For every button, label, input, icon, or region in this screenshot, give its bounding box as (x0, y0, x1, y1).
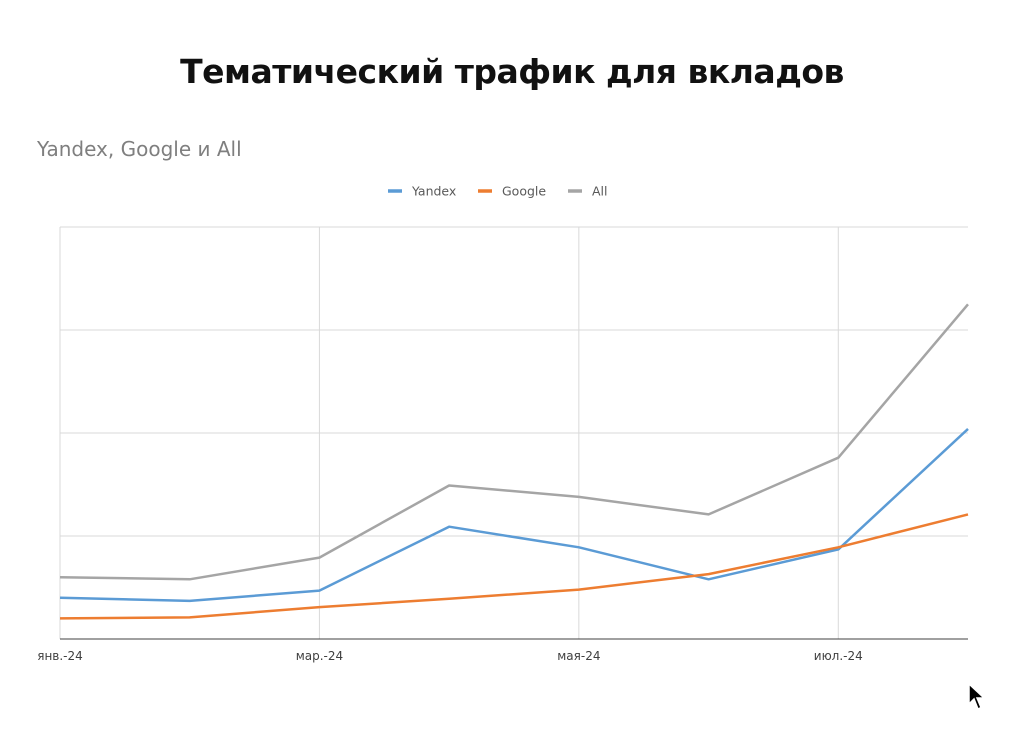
chart-title: Yandex, Google и All (37, 137, 242, 161)
chart-gridlines (60, 226, 968, 639)
legend-label-yandex: Yandex (411, 184, 456, 199)
x-axis-labels: янв.-24 мар.-24 мая-24 июл.-24 (37, 649, 863, 663)
series-line-google (59, 513, 969, 620)
chart-series-group (59, 303, 969, 620)
x-tick-label: июл.-24 (814, 649, 863, 663)
series-line-all (59, 303, 969, 581)
mouse-cursor-icon (968, 682, 986, 711)
chart-legend: Yandex Google All (388, 184, 608, 199)
legend-label-google: Google (502, 184, 546, 199)
x-tick-label: янв.-24 (37, 649, 83, 663)
x-tick-label: мар.-24 (296, 649, 343, 663)
legend-label-all: All (592, 184, 608, 199)
x-tick-label: мая-24 (557, 649, 600, 663)
slide-title: Тематический трафик для вкладов (180, 52, 844, 91)
series-line-yandex (59, 427, 969, 603)
chart-axes (59, 227, 968, 640)
